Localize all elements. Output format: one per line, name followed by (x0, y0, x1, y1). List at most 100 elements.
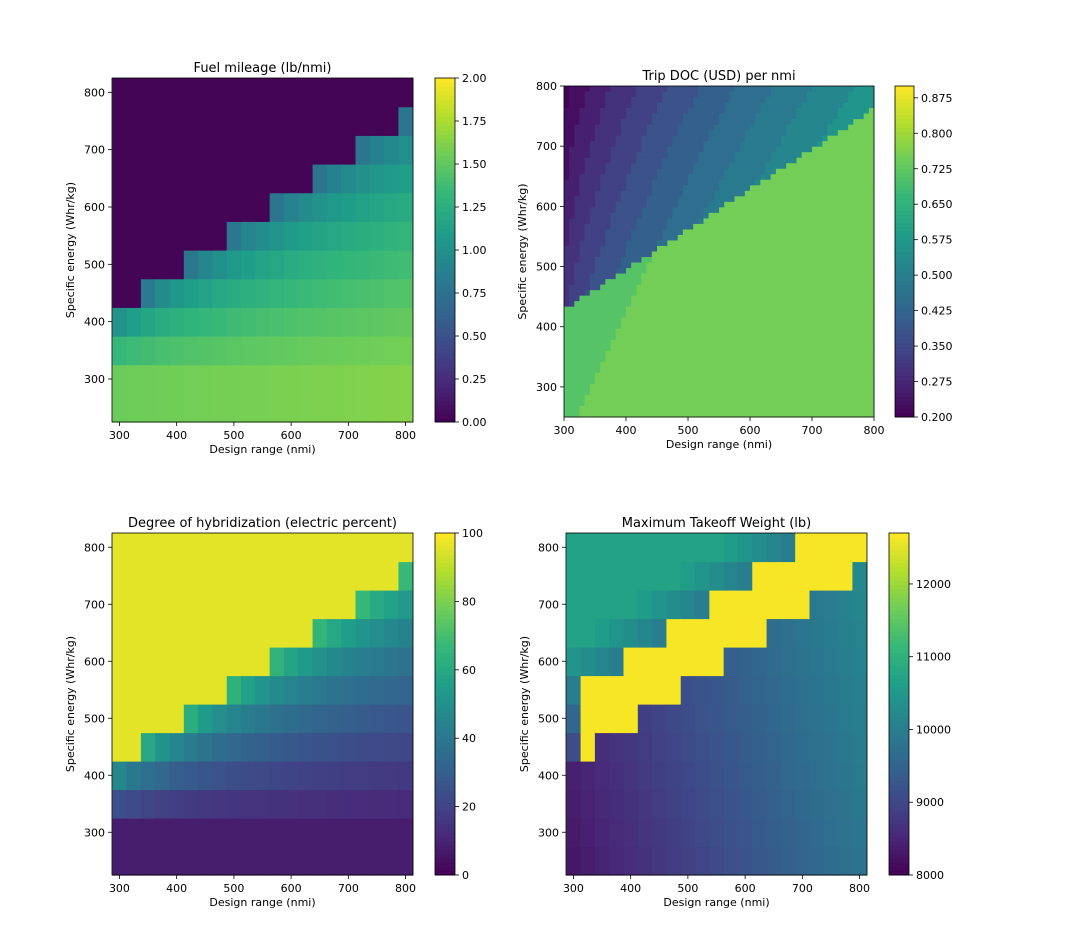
contour-cell (693, 102, 699, 109)
heatmap-cell (580, 761, 596, 791)
colorbar-segment (435, 785, 455, 790)
heatmap-cell (198, 618, 214, 648)
heatmap-cell (369, 647, 385, 677)
heatmap-cell (255, 789, 271, 819)
contour-cell (615, 141, 622, 148)
contour-cell (853, 405, 859, 412)
contour-cell (672, 218, 679, 225)
contour-cell (574, 350, 580, 357)
contour-cell (843, 383, 849, 390)
contour-cell (641, 389, 648, 396)
contour-cell (595, 328, 601, 335)
contour-cell (698, 108, 704, 115)
contour-cell (837, 196, 844, 203)
contour-cell (631, 411, 637, 418)
heatmap-cell (737, 846, 753, 876)
contour-cell (812, 141, 818, 148)
colorbar-segment (435, 652, 455, 658)
heatmap-cell (695, 618, 710, 648)
contour-cell (651, 163, 658, 170)
contour-cell (688, 141, 694, 148)
contour-cell (589, 218, 596, 225)
contour-cell (713, 350, 720, 357)
heatmap-cell (384, 675, 400, 705)
contour-cell (682, 201, 689, 208)
contour-cell (708, 405, 715, 412)
contour-cell (812, 130, 818, 137)
contour-cell (837, 207, 844, 214)
colorbar-tick-label: 0.725 (921, 163, 953, 176)
contour-cell (812, 295, 818, 302)
contour-cell (574, 356, 580, 363)
heatmap-cell (255, 590, 271, 620)
contour-cell (729, 174, 735, 181)
contour-cell (610, 262, 617, 269)
heatmap-cell (384, 618, 400, 648)
x-axis-label: Design range (nmi) (209, 443, 315, 456)
contour-cell (682, 328, 689, 335)
contour-cell (631, 97, 637, 104)
contour-cell (646, 279, 653, 286)
heatmap-cell (212, 704, 228, 734)
contour-cell (564, 383, 570, 390)
contour-cell (817, 223, 823, 230)
heatmap-cell (241, 135, 256, 165)
contour-cell (600, 245, 606, 252)
colorbar-segment (435, 550, 455, 555)
heatmap-cell (226, 846, 242, 876)
contour-cell (636, 306, 642, 313)
contour-cell (796, 405, 803, 412)
contour-cell (863, 229, 870, 236)
heatmap-cell (283, 307, 299, 337)
contour-cell (848, 306, 854, 313)
contour-cell (744, 378, 751, 385)
contour-cell (837, 400, 844, 407)
contour-cell (600, 157, 606, 164)
contour-cell (698, 141, 704, 148)
heatmap-cell (255, 106, 271, 136)
contour-cell (672, 328, 679, 335)
contour-cell (812, 383, 818, 390)
contour-cell (765, 229, 772, 236)
contour-cell (822, 190, 828, 197)
heatmap-cell (666, 732, 682, 762)
colorbar-segment (889, 789, 909, 795)
contour-cell (688, 372, 694, 379)
contour-cell (739, 394, 746, 401)
contour-cell (755, 141, 761, 148)
contour-cell (595, 389, 601, 396)
contour-cell (868, 152, 875, 159)
contour-cell (843, 279, 849, 286)
contour-cell (868, 345, 875, 352)
contour-cell (817, 141, 823, 148)
contour-cell (858, 119, 865, 126)
contour-cell (631, 350, 637, 357)
contour-cell (569, 356, 575, 363)
colorbar-tick-label: 0.425 (921, 305, 953, 318)
contour-cell (868, 86, 875, 93)
contour-cell (564, 345, 570, 352)
contour-cell (863, 245, 870, 252)
contour-cell (693, 350, 699, 357)
heatmap-cell (255, 221, 271, 251)
contour-cell (868, 372, 875, 379)
heatmap-cell (198, 336, 214, 366)
heatmap-cell (155, 761, 171, 791)
contour-cell (626, 196, 632, 203)
contour-cell (832, 339, 839, 346)
contour-cell (724, 339, 730, 346)
contour-cell (863, 411, 870, 418)
contour-cell (589, 411, 596, 418)
contour-cell (729, 284, 735, 291)
contour-cell (858, 97, 865, 104)
heatmap-cell (695, 818, 710, 848)
colorbar-segment (895, 86, 914, 91)
contour-cell (786, 312, 792, 319)
contour-cell (770, 207, 777, 214)
contour-cell (827, 378, 834, 385)
contour-cell (677, 245, 684, 252)
contour-cell (786, 174, 792, 181)
contour-cell (626, 350, 632, 357)
y-tick-label: 700 (84, 598, 105, 611)
heatmap-cell (594, 732, 610, 762)
